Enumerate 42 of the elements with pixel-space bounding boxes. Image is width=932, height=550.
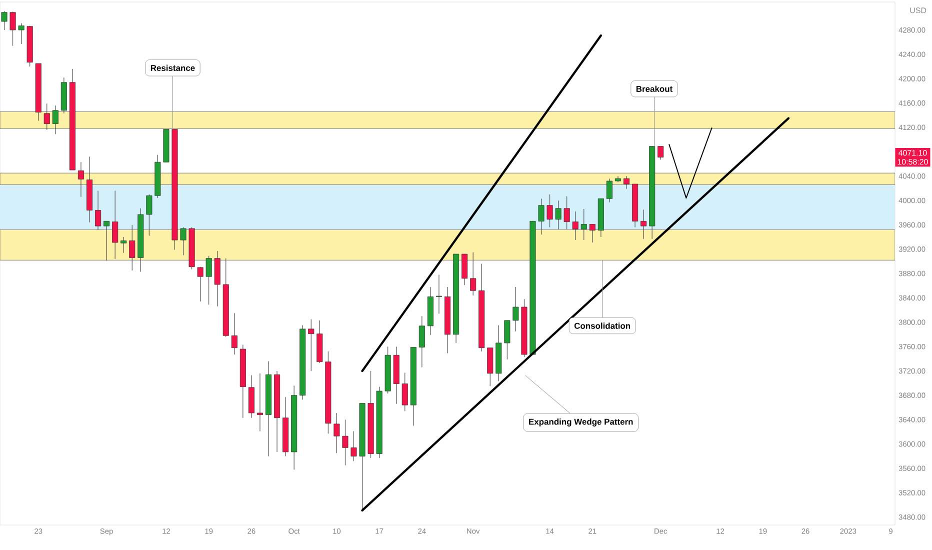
candlestick — [342, 419, 348, 466]
candlestick — [606, 178, 612, 203]
candlestick — [129, 224, 136, 271]
candlestick — [555, 200, 562, 230]
candlestick — [538, 198, 544, 235]
candlestick — [120, 236, 127, 254]
candlestick — [350, 430, 357, 462]
annotation: Consolidation — [574, 322, 630, 329]
candlestick — [1, 10, 8, 30]
candlestick — [334, 412, 340, 454]
candlestick — [78, 162, 84, 198]
candlestick — [44, 103, 50, 130]
candlestick — [580, 208, 587, 240]
candlestick — [589, 224, 596, 243]
candlestick — [104, 220, 110, 262]
candlestick — [231, 312, 238, 355]
candlestick — [206, 256, 212, 305]
candlestick — [52, 105, 58, 134]
candlestick — [546, 194, 553, 228]
annotation: Resistance — [150, 64, 195, 71]
annotation: Breakout — [636, 86, 673, 92]
candlestick — [564, 196, 570, 230]
candlestick — [402, 372, 408, 412]
candlestick — [504, 320, 510, 360]
candlestick — [512, 286, 519, 332]
candlestick — [256, 373, 263, 432]
candlestick — [640, 209, 647, 240]
candlestick — [418, 316, 425, 368]
candlestick — [180, 226, 186, 256]
candlestick — [308, 318, 314, 372]
candlestick — [18, 23, 24, 44]
annotation: Expanding Wedge Pattern — [529, 418, 633, 426]
candlestick — [95, 190, 102, 230]
candlestick — [146, 194, 152, 236]
candlestick — [10, 11, 16, 46]
candlestick — [572, 211, 578, 240]
candlestick — [197, 266, 204, 302]
candlestick — [436, 274, 442, 314]
candlestick — [470, 252, 476, 296]
candlestick — [112, 190, 118, 260]
candlestick — [623, 176, 630, 190]
candlestick — [658, 146, 664, 160]
